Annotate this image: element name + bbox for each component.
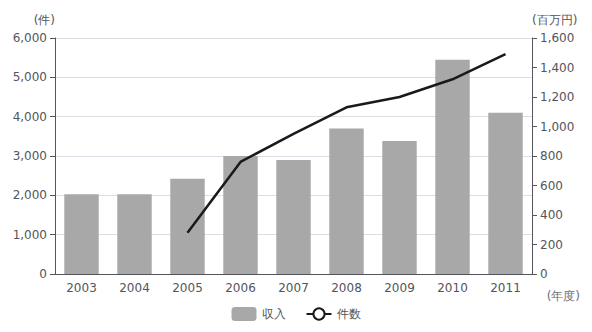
svg-text:2009: 2009 — [384, 281, 415, 295]
svg-text:件数: 件数 — [337, 307, 361, 321]
svg-text:1,400: 1,400 — [540, 61, 574, 75]
svg-text:1,000: 1,000 — [540, 120, 574, 134]
svg-text:2006: 2006 — [225, 281, 256, 295]
svg-text:600: 600 — [540, 179, 563, 193]
svg-text:400: 400 — [540, 208, 563, 222]
svg-text:(件): (件) — [34, 13, 55, 27]
svg-text:2003: 2003 — [66, 281, 97, 295]
svg-text:2010: 2010 — [437, 281, 468, 295]
svg-text:(年度): (年度) — [547, 289, 580, 303]
svg-text:(百万円): (百万円) — [532, 13, 577, 27]
svg-text:6,000: 6,000 — [13, 31, 47, 45]
svg-text:2011: 2011 — [490, 281, 521, 295]
svg-text:2008: 2008 — [331, 281, 362, 295]
svg-text:2004: 2004 — [119, 281, 150, 295]
svg-text:5,000: 5,000 — [13, 70, 47, 84]
svg-text:0: 0 — [39, 267, 47, 281]
svg-text:2005: 2005 — [172, 281, 203, 295]
svg-text:1,600: 1,600 — [540, 31, 574, 45]
svg-text:収入: 収入 — [262, 307, 286, 321]
svg-text:200: 200 — [540, 238, 563, 252]
svg-text:1,000: 1,000 — [13, 228, 47, 242]
svg-text:2,000: 2,000 — [13, 188, 47, 202]
svg-text:4,000: 4,000 — [13, 110, 47, 124]
svg-text:1,200: 1,200 — [540, 90, 574, 104]
svg-text:800: 800 — [540, 149, 563, 163]
svg-text:2007: 2007 — [278, 281, 309, 295]
svg-text:3,000: 3,000 — [13, 149, 47, 163]
svg-text:0: 0 — [540, 267, 548, 281]
